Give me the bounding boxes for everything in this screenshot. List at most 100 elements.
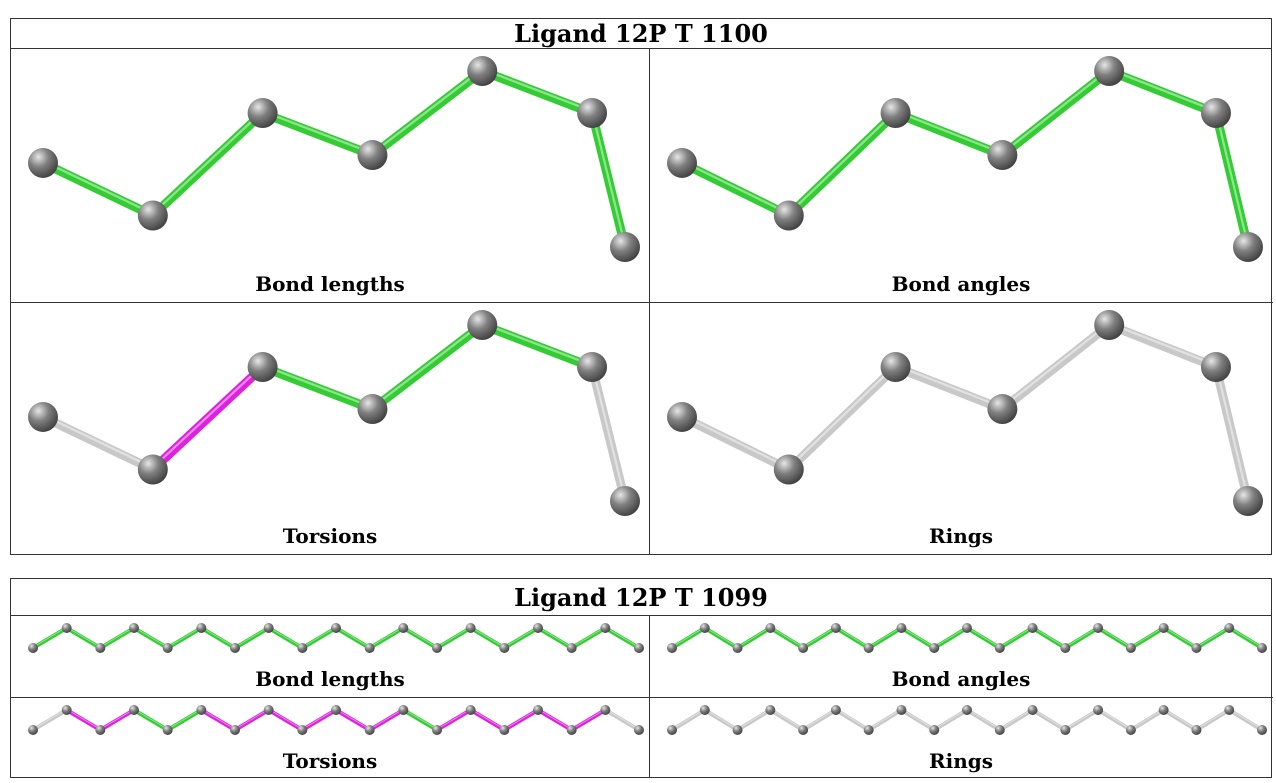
cell-label-rings: Rings [928,749,993,773]
bond [502,626,540,650]
bond-highlight [966,708,1001,730]
atom [732,725,743,735]
bond-highlight [167,708,202,730]
bond [367,320,487,414]
bond-highlight [704,708,739,730]
bond [1211,362,1253,506]
bond-highlight [261,110,374,155]
bond [768,708,806,732]
bond-highlight [99,708,135,730]
bond-highlight [769,708,804,730]
atom [162,725,173,735]
bond [569,708,608,732]
atom [566,643,577,653]
atom [1027,705,1038,715]
cell-label-bond-lengths: Bond lengths [255,667,405,691]
atom [331,623,341,633]
atom [994,725,1005,735]
bond [199,626,237,650]
bond [165,708,204,732]
cell-bond-angles: Bond angles [650,616,1272,697]
bond [199,708,237,732]
bond [1063,626,1101,650]
bond [165,626,204,650]
atom [994,643,1005,653]
bond [833,708,871,732]
bond-highlight [167,626,202,648]
atom [1027,623,1038,633]
bond [670,626,707,650]
atom [432,725,442,735]
bond-highlight [200,626,236,648]
atom [1257,725,1267,735]
atom [830,623,841,633]
bond-highlight [99,626,135,648]
atom [331,705,341,715]
bond [266,626,305,650]
bond [801,626,838,650]
bond-highlight [802,626,837,648]
atom [987,140,1018,171]
bond [148,108,268,220]
atom [600,623,611,633]
bond-highlight [933,626,968,648]
ligand-structure [667,623,1267,653]
atom [1125,725,1136,735]
bond-highlight [1214,110,1250,247]
bond-highlight [933,708,968,730]
bond [31,626,69,650]
bond [266,708,305,732]
atom [1125,643,1136,653]
atom [230,725,240,735]
atom [1093,705,1104,715]
atom [1200,352,1231,383]
bond [1030,626,1068,650]
bond-highlight [900,626,935,648]
ligand-panel-t1099: Ligand 12P T 1099 Bond lengths Bond angl… [10,578,1273,778]
bond [1030,708,1068,732]
bond [702,708,740,732]
bond [31,708,69,732]
atom [600,705,611,715]
bond-highlight [151,364,264,469]
cell-rings: Rings [650,303,1272,554]
atom [732,643,743,653]
atom [1233,232,1263,262]
bond-highlight [402,708,438,730]
bond-highlight [369,626,404,648]
bond [603,708,641,732]
bond-highlight [671,626,706,648]
atom [610,486,640,516]
atom [357,394,388,425]
cell-rings: Rings [650,698,1272,777]
atom [880,352,911,383]
ligand-structure [28,56,640,262]
bond-highlight [571,626,606,648]
atom [798,643,809,653]
atom [962,705,972,715]
horizontal-divider [11,302,1273,303]
cell-label-bond-angles: Bond angles [891,667,1031,691]
bond [784,108,901,220]
atom [28,725,38,735]
atom [398,705,409,715]
bond [784,362,901,474]
atom [1158,623,1169,633]
bond-highlight [680,160,790,215]
bond [367,708,406,732]
bond-highlight [335,626,371,648]
atom [863,725,874,735]
ligand-structure [667,56,1263,262]
atom [765,705,776,715]
bond [768,626,806,650]
atom [1093,623,1104,633]
atom [667,725,677,735]
bond-highlight [1001,68,1111,155]
bond [1104,66,1221,118]
atom [28,147,58,178]
bond-highlight [301,626,337,648]
bond [1211,108,1253,252]
atom [1200,98,1231,129]
bond-highlight [894,364,1004,409]
bond-highlight [503,626,539,648]
